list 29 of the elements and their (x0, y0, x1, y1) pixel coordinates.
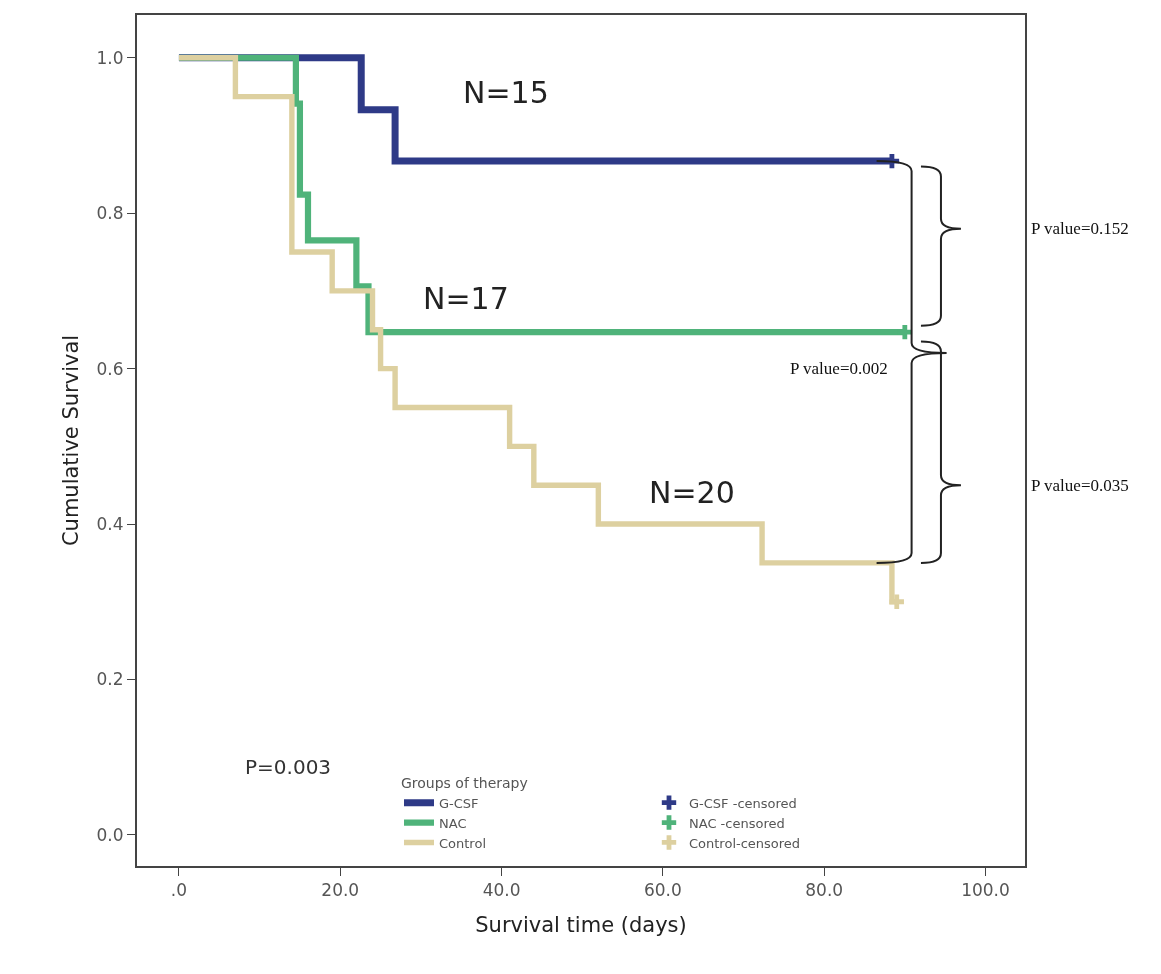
x-tick-label: .0 (170, 880, 188, 901)
annotation: N=17 (423, 281, 509, 316)
y-tick-label: 0.6 (96, 358, 124, 379)
legend-label: NAC (439, 815, 467, 831)
x-tick-label: 40.0 (482, 880, 521, 901)
annotation: P value=0.002 (790, 359, 888, 378)
annotation: N=20 (649, 475, 735, 510)
x-tick-label: 100.0 (961, 880, 1010, 901)
y-tick-label: 1.0 (96, 47, 124, 68)
y-tick-label: 0.4 (96, 514, 124, 534)
text: P value=0.035 (1031, 476, 1129, 495)
legend-label: G-CSF (439, 795, 479, 811)
x-tick-label: 80.0 (805, 880, 844, 901)
legend-label: G-CSF -censored (689, 795, 797, 811)
x-tick-label: 60.0 (643, 880, 682, 901)
legend-label: Control-censored (689, 835, 801, 851)
text: P value=0.152 (1031, 219, 1129, 238)
x-tick-label: 20.0 (321, 880, 360, 901)
y-tick-label: 0.8 (96, 203, 124, 224)
legend-title: Groups of therapy (401, 774, 528, 791)
legend-label: NAC -censored (689, 815, 785, 831)
y-tick-label: 0.0 (96, 824, 124, 845)
x-axis-title: Survival time (days) (475, 913, 687, 938)
y-tick-label: 0.2 (96, 669, 124, 690)
y-axis-title: Cumulative Survival (59, 334, 84, 547)
annotation: N=15 (463, 75, 549, 110)
annotation: P=0.003 (245, 755, 332, 779)
legend-label: Control (439, 835, 486, 851)
point (889, 594, 904, 609)
